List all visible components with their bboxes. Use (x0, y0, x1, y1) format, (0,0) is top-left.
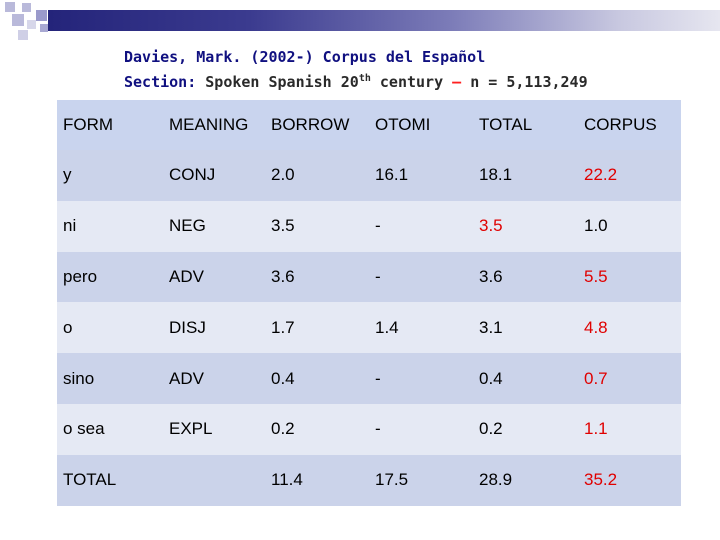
table-row: o DISJ 1.7 1.4 3.1 4.8 (57, 302, 681, 354)
table-header-row: FORM MEANING BORROW OTOMI TOTAL CORPUS (57, 100, 681, 150)
cell-form: o sea (63, 419, 105, 439)
section-century: century (379, 73, 444, 91)
section-line: Section: Spoken Spanish 20th century – n… (124, 68, 588, 93)
cell-otomi: 17.5 (375, 470, 409, 490)
cell-total: 18.1 (479, 165, 513, 185)
cell-total: 28.9 (479, 470, 513, 490)
section-superscript: th (358, 73, 371, 84)
header-total: TOTAL (479, 115, 533, 134)
cell-meaning: CONJ (169, 165, 216, 185)
decorative-header-bar (0, 0, 720, 40)
slide-title: Davies, Mark. (2002-) Corpus del Español… (124, 46, 588, 93)
header-borrow: BORROW (271, 115, 350, 134)
section-dash: – (452, 73, 462, 91)
cell-corpus: 1.0 (584, 216, 608, 236)
frequency-table: FORM MEANING BORROW OTOMI TOTAL CORPUS y… (57, 100, 681, 506)
decorative-square (5, 2, 15, 12)
cell-total: 0.4 (479, 368, 503, 388)
cell-otomi: 1.4 (375, 317, 399, 337)
cell-corpus: 1.1 (584, 419, 608, 439)
cell-otomi: - (375, 368, 381, 388)
cell-total: 3.6 (479, 266, 503, 286)
decorative-square (18, 30, 28, 40)
cell-meaning: ADV (169, 266, 204, 286)
header-corpus: CORPUS (584, 115, 657, 134)
cell-otomi: - (375, 266, 381, 286)
cell-meaning: NEG (169, 216, 206, 236)
cell-otomi: 16.1 (375, 165, 409, 185)
header-form: FORM (63, 115, 114, 134)
cell-form: pero (63, 266, 98, 286)
cell-borrow: 0.2 (271, 419, 295, 439)
decorative-square (12, 14, 24, 26)
cell-borrow: 11.4 (271, 470, 303, 490)
header-meaning: MEANING (169, 115, 249, 134)
cell-total: 3.5 (479, 216, 503, 236)
table-row: pero ADV 3.6 - 3.6 5.5 (57, 251, 681, 303)
table-row: o sea EXPL 0.2 - 0.2 1.1 (57, 404, 681, 455)
cell-form: o (63, 317, 73, 337)
cell-borrow: 2.0 (271, 165, 295, 185)
cell-form: sino (63, 368, 95, 388)
table-row: ni NEG 3.5 - 3.5 1.0 (57, 200, 681, 252)
cell-meaning: ADV (169, 368, 204, 388)
cell-corpus: 4.8 (584, 317, 608, 337)
cell-meaning: DISJ (169, 317, 206, 337)
cell-form: ni (63, 216, 77, 236)
cell-total: 0.2 (479, 419, 503, 439)
decorative-square (40, 24, 48, 32)
cell-form: y (63, 165, 72, 185)
cell-borrow: 3.5 (271, 216, 295, 236)
cell-corpus: 5.5 (584, 266, 608, 286)
cell-otomi: - (375, 419, 381, 439)
section-label: Section: (124, 73, 197, 91)
cell-otomi: - (375, 216, 381, 236)
decorative-square (36, 10, 47, 21)
cell-meaning: EXPL (169, 419, 213, 439)
cell-borrow: 0.4 (271, 368, 295, 388)
gradient-bar (48, 10, 720, 31)
cell-corpus: 22.2 (584, 165, 618, 185)
table-row: TOTAL 11.4 17.5 28.9 35.2 (57, 454, 681, 506)
cell-form: TOTAL (63, 470, 117, 490)
citation-line: Davies, Mark. (2002-) Corpus del Español (124, 48, 486, 66)
header-otomi: OTOMI (375, 115, 431, 134)
table-row: sino ADV 0.4 - 0.4 0.7 (57, 353, 681, 404)
cell-borrow: 3.6 (271, 266, 295, 286)
decorative-square (22, 3, 31, 12)
cell-corpus: 0.7 (584, 368, 608, 388)
cell-total: 3.1 (479, 317, 503, 337)
cell-borrow: 1.7 (271, 317, 295, 337)
section-text: Spoken Spanish 20 (205, 73, 359, 91)
cell-corpus: 35.2 (584, 470, 618, 490)
decorative-square (27, 20, 36, 29)
section-count: n = 5,113,249 (470, 73, 588, 91)
table-row: y CONJ 2.0 16.1 18.1 22.2 (57, 150, 681, 201)
